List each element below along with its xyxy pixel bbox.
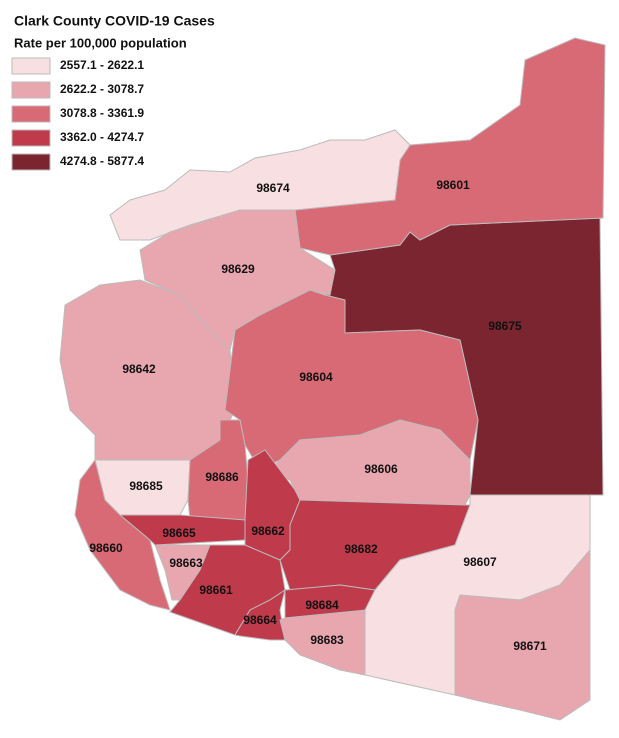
zip-label: 98684 [305, 598, 339, 612]
zip-region [109, 129, 411, 241]
legend-swatch [11, 153, 51, 171]
legend-label: 2622.2 - 3078.7 [60, 82, 144, 96]
zip-label: 98675 [488, 319, 522, 333]
zip-label: 98629 [221, 262, 255, 276]
map-title: Clark County COVID-19 Cases [14, 13, 215, 29]
zip-label: 98604 [299, 370, 333, 384]
zip-region [454, 548, 591, 721]
zip-region [74, 458, 171, 611]
legend-label: 2557.1 - 2622.1 [60, 58, 144, 72]
legend-swatch [11, 81, 51, 99]
zip-label: 98663 [169, 556, 203, 570]
zip-label: 98606 [364, 462, 398, 476]
legend: 2557.1 - 2622.1 2622.2 - 3078.7 3078.8 - 3… [11, 57, 144, 171]
zip-label: 98601 [436, 178, 470, 192]
zip-label: 98662 [251, 524, 285, 538]
zip-labels: 98675 98601 98674 98629 98642 98604 9860… [89, 178, 547, 653]
legend-swatch [11, 129, 51, 147]
map-subtitle: Rate per 100,000 population [14, 35, 187, 50]
zip-label: 98664 [243, 613, 277, 627]
legend-swatch [11, 57, 51, 75]
zip-region [187, 419, 249, 521]
zip-label: 98642 [122, 362, 156, 376]
zip-label: 98607 [463, 555, 497, 569]
zip-label: 98671 [513, 639, 547, 653]
zip-label: 98682 [344, 542, 378, 556]
regions [59, 37, 606, 721]
zip-label: 98661 [199, 583, 233, 597]
zip-label: 98665 [162, 526, 196, 540]
zip-label: 98683 [310, 633, 344, 647]
legend-swatch [11, 105, 51, 123]
zip-label: 98660 [89, 541, 123, 555]
zip-label: 98674 [256, 181, 290, 195]
legend-label: 4274.8 - 5877.4 [60, 154, 144, 168]
zip-region [234, 588, 286, 641]
zip-label: 98686 [205, 470, 239, 484]
legend-label: 3078.8 - 3361.9 [60, 106, 144, 120]
zip-label: 98685 [129, 479, 163, 493]
legend-label: 3362.0 - 4274.7 [60, 130, 144, 144]
